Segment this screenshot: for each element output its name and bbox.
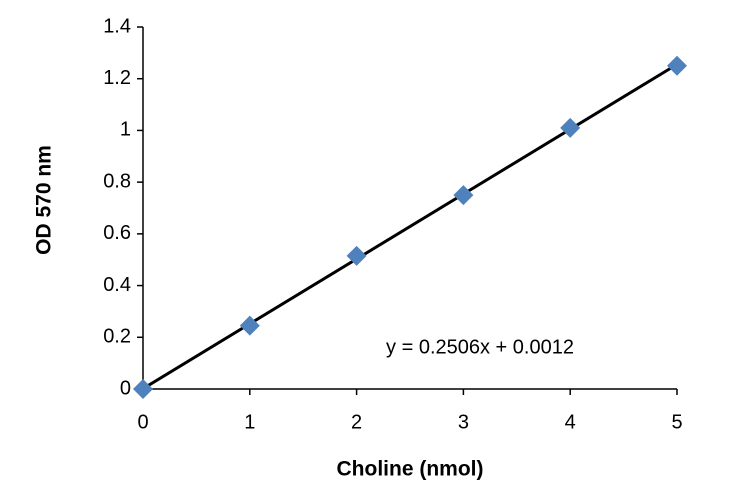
x-tick-label: 3 <box>458 411 469 433</box>
y-tick-label: 1 <box>120 119 131 141</box>
x-tick-label: 2 <box>351 411 362 433</box>
x-tick-label: 5 <box>671 411 682 433</box>
data-point <box>560 117 581 138</box>
data-point <box>346 245 367 266</box>
x-tick-label: 0 <box>137 411 148 433</box>
data-point <box>453 185 474 206</box>
y-tick-label: 0.4 <box>103 274 131 296</box>
y-tick-label: 0.8 <box>103 170 131 192</box>
data-point <box>667 55 687 76</box>
y-tick-label: 0 <box>120 377 131 399</box>
y-tick-label: 1.4 <box>103 15 131 37</box>
data-point <box>239 315 260 336</box>
x-tick-label: 4 <box>565 411 576 433</box>
y-tick-label: 1.2 <box>103 67 131 89</box>
x-tick-label: 1 <box>244 411 255 433</box>
data-point <box>133 379 153 399</box>
y-tick-label: 0.6 <box>103 222 131 244</box>
x-axis-label: Choline (nmol) <box>337 458 484 481</box>
trendline <box>142 63 678 390</box>
y-tick-label: 0.2 <box>103 326 131 348</box>
y-axis-label: OD 570 nm <box>33 145 56 255</box>
trendline-equation: y = 0.2506x + 0.0012 <box>386 336 574 358</box>
